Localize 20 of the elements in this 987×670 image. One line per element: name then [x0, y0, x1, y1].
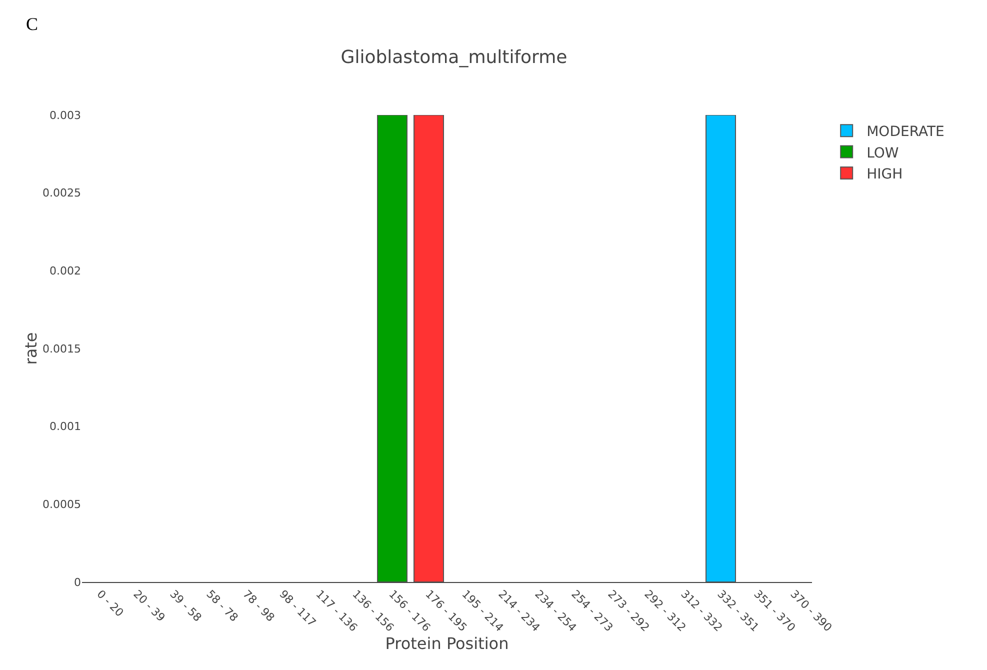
text: C	[26, 14, 38, 34]
y-tick-label: 0.001	[50, 420, 81, 434]
x-tick-label: 0 - 20	[94, 588, 126, 620]
y-tick-label: 0.003	[50, 108, 81, 122]
x-axis-title: Protein Position	[385, 634, 509, 654]
legend-label: LOW	[866, 145, 899, 162]
x-tick-label: 39 - 58	[167, 588, 204, 624]
y-axis-title: rate	[22, 332, 40, 365]
legend-label: MODERATE	[866, 124, 944, 140]
chart-title: Glioblastoma_multiforme	[340, 46, 568, 68]
legend-label: HIGH	[866, 166, 903, 182]
x-tick-label: 20 - 39	[130, 588, 168, 624]
y-tick-label: 0	[74, 576, 81, 589]
x-tick-label: 58 - 78	[204, 588, 240, 624]
x-tick-label: 78 - 98	[240, 588, 277, 624]
y-tick-label: 0.002	[50, 264, 81, 278]
y-tick-label: 0.0025	[42, 186, 81, 200]
y-tick-label: 0.0005	[42, 498, 81, 512]
x-tick-label: 98 - 117	[276, 588, 318, 630]
y-tick-label: 0.0015	[42, 342, 81, 356]
